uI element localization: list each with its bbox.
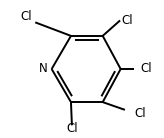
Text: Cl: Cl [67, 122, 78, 135]
Text: N: N [39, 63, 48, 75]
Text: Cl: Cl [140, 63, 152, 75]
Text: Cl: Cl [122, 14, 133, 27]
Text: Cl: Cl [134, 107, 146, 120]
Text: Cl: Cl [20, 10, 31, 23]
